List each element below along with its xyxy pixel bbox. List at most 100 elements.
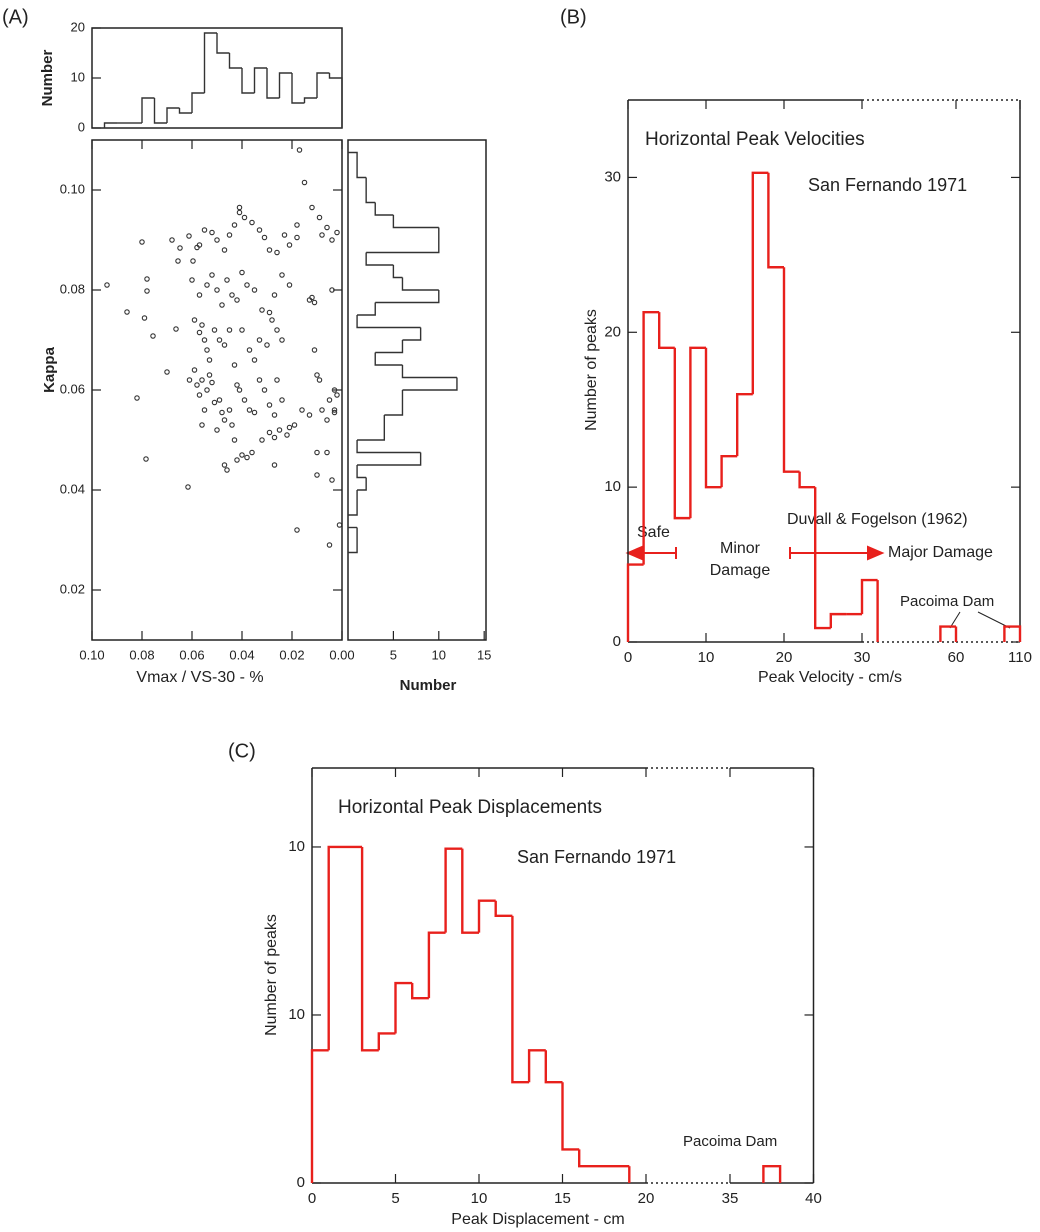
x-axis-label: Peak Displacement - cm [451, 1211, 624, 1228]
histogram-bin [348, 515, 357, 528]
panel-label: (C) [228, 740, 256, 762]
point [316, 214, 323, 221]
point [279, 272, 285, 278]
point [294, 222, 300, 228]
point [266, 309, 273, 316]
point [229, 422, 235, 428]
histogram-bin [860, 578, 878, 615]
point [324, 224, 330, 231]
x-tick-label: 60 [948, 649, 965, 666]
histogram-bin [356, 165, 367, 179]
point [204, 387, 210, 393]
y-tick-label: 0.02 [60, 581, 85, 596]
point [244, 454, 250, 461]
point [274, 377, 280, 383]
histogram-bin [477, 899, 496, 933]
point [194, 382, 200, 388]
annotation: Pacoima Dam [683, 1133, 777, 1150]
histogram-bin [141, 97, 155, 123]
x-tick-label: 0 [308, 1190, 316, 1207]
point [329, 287, 335, 293]
point [311, 299, 318, 306]
point [214, 427, 220, 433]
point [329, 237, 335, 243]
x-tick-label: 35 [722, 1190, 739, 1207]
point [231, 437, 238, 443]
point [221, 342, 228, 348]
panel: 5 10 15 Number [348, 139, 491, 694]
point [209, 272, 215, 278]
histogram-bin [375, 290, 440, 304]
y-tick-label: 10 [288, 838, 305, 855]
point [284, 432, 290, 438]
point [211, 399, 218, 406]
annotation: San Fernando 1971 [517, 847, 676, 867]
point [216, 337, 223, 343]
histogram-bin [658, 312, 675, 349]
panel: 0 10 20 Number [39, 19, 343, 134]
annotation: San Fernando 1971 [808, 175, 967, 195]
histogram-bin [782, 267, 800, 473]
histogram-bin [751, 171, 769, 395]
x-axis-label: Peak Velocity - cm/s [758, 669, 902, 686]
histogram-bin [178, 108, 192, 114]
histogram-bin [348, 502, 358, 516]
y-tick-label: 0 [78, 119, 85, 134]
y-tick-label: 20 [604, 323, 621, 340]
histogram-bin [689, 346, 706, 519]
point [150, 333, 156, 339]
histogram-bin [241, 68, 255, 94]
panel: 0 10 20 30 60 110 0 10 20 30 (B) Peak Velocity - cm… [560, 6, 1032, 686]
point [177, 245, 183, 251]
y-tick-label: 10 [71, 69, 85, 84]
annotation: Minor Damage [709, 540, 771, 579]
point [251, 357, 258, 363]
annotation: Pacoima Dam [900, 593, 994, 610]
x-tick-label: 0.04 [229, 647, 254, 662]
histogram-bin [626, 563, 644, 642]
point [246, 347, 253, 353]
histogram-bin [374, 352, 403, 366]
histogram-bin [394, 981, 413, 1034]
point [164, 369, 170, 375]
point [199, 422, 205, 428]
point [249, 449, 255, 456]
point [231, 362, 238, 368]
histogram-bin [365, 252, 394, 266]
point [189, 277, 195, 283]
histogram-bin [629, 1166, 763, 1183]
point [209, 229, 215, 236]
point [224, 467, 230, 473]
panel-label: (B) [560, 6, 587, 28]
point [236, 387, 243, 393]
histogram-bin [401, 277, 439, 291]
point [186, 233, 192, 239]
point [206, 357, 213, 363]
histogram-bin [303, 97, 317, 103]
point [104, 282, 110, 288]
point [256, 377, 263, 383]
point [144, 288, 150, 294]
point [139, 239, 145, 245]
histogram-bin [310, 1049, 329, 1183]
histogram-bin [878, 580, 941, 642]
histogram-bin [798, 471, 816, 489]
histogram-bin [357, 477, 367, 491]
histogram-bin [328, 73, 343, 128]
point [185, 484, 191, 490]
point [299, 407, 305, 413]
y-tick-label: 20 [71, 19, 85, 34]
point [204, 347, 210, 353]
x-axis-label: Number [400, 677, 457, 694]
point [173, 326, 179, 332]
point [269, 317, 275, 323]
point [229, 292, 235, 298]
histogram-bin [203, 32, 217, 93]
histogram-bin [366, 240, 440, 254]
point [271, 434, 278, 441]
histogram-bin [767, 172, 784, 269]
point [291, 422, 298, 428]
point [199, 322, 205, 328]
histogram-bin [544, 1050, 563, 1084]
point [214, 237, 220, 243]
